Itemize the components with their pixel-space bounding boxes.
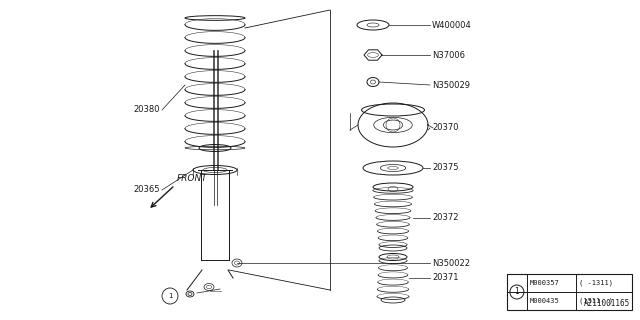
Text: 20365: 20365 bbox=[134, 186, 160, 195]
Text: 1: 1 bbox=[515, 287, 519, 297]
Text: N37006: N37006 bbox=[432, 51, 465, 60]
Text: 20371: 20371 bbox=[432, 274, 458, 283]
Text: ( -1311): ( -1311) bbox=[579, 280, 612, 286]
Text: 1: 1 bbox=[168, 293, 172, 299]
Text: 20372: 20372 bbox=[432, 213, 458, 222]
Text: A211001165: A211001165 bbox=[584, 299, 630, 308]
Text: N350029: N350029 bbox=[432, 81, 470, 90]
Text: (1311- ): (1311- ) bbox=[579, 298, 612, 304]
Text: N350022: N350022 bbox=[432, 259, 470, 268]
Bar bbox=[507, 274, 632, 310]
Text: 20370: 20370 bbox=[432, 124, 458, 132]
Text: 20380: 20380 bbox=[134, 106, 160, 115]
Text: M000357: M000357 bbox=[530, 280, 559, 286]
Text: 20375: 20375 bbox=[432, 164, 458, 172]
Text: M000435: M000435 bbox=[530, 298, 559, 304]
Text: FRONT: FRONT bbox=[177, 174, 208, 183]
Text: W400004: W400004 bbox=[432, 20, 472, 29]
